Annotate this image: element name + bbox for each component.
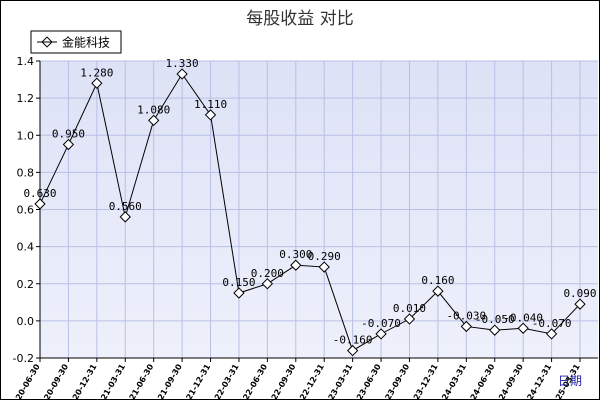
data-label: 1.330 (166, 57, 199, 70)
data-label: 0.150 (222, 276, 255, 289)
x-tick-label: 2021-06-30 (122, 362, 156, 400)
data-label: 0.630 (23, 187, 56, 200)
data-label: 1.280 (80, 66, 113, 79)
data-label: 1.110 (194, 98, 227, 111)
data-label: 0.950 (52, 128, 85, 141)
data-point (176, 68, 188, 80)
data-point (318, 261, 330, 273)
y-tick-label: 1.0 (17, 129, 35, 142)
y-tick-label: 0.8 (17, 166, 35, 179)
x-tick-label: 2024-12-31 (520, 362, 554, 400)
data-label: 0.290 (308, 250, 341, 263)
data-label: -0.070 (361, 317, 401, 330)
legend-marker-icon (41, 36, 53, 48)
data-point (346, 344, 359, 357)
data-point (375, 328, 387, 340)
data-point (204, 109, 217, 121)
x-tick-label: 2023-03-31 (321, 362, 355, 400)
data-label: 0.560 (109, 200, 142, 213)
data-label: -0.050 (475, 313, 515, 326)
x-tick-label: 2021-09-30 (150, 362, 184, 400)
data-point (489, 324, 501, 336)
data-point (460, 320, 472, 333)
data-label: -0.160 (333, 334, 373, 347)
x-tick-label: 2024-03-31 (435, 362, 469, 400)
data-point (261, 278, 274, 290)
data-point (148, 114, 160, 127)
data-label: 0.300 (279, 248, 312, 261)
data-label: 0.160 (421, 274, 454, 287)
data-point (432, 285, 444, 297)
data-label: 0.010 (393, 302, 426, 315)
x-tick-label: 2024-09-30 (492, 362, 526, 400)
data-label: -0.030 (446, 309, 486, 322)
y-tick-labels: -0.2 0.0 0.2 0.4 0.6 0.8 1.0 1.2 1.4 (13, 55, 40, 365)
y-tick-label: 1.2 (17, 92, 35, 105)
data-point (545, 328, 558, 340)
data-label: 1.080 (137, 103, 170, 116)
x-tick-label: 2023-06-30 (349, 362, 383, 400)
data-labels: 0.630 0.950 1.280 0.560 1.080 1.330 1.110 0.150… (23, 57, 596, 347)
data-point (233, 287, 245, 299)
x-tick-label: 2022-06-30 (236, 362, 270, 400)
data-point (574, 298, 586, 310)
data-point (119, 211, 131, 223)
y-tick-label: 0.4 (17, 241, 35, 254)
legend-label: 金能科技 (62, 35, 110, 50)
data-point (403, 313, 416, 325)
data-point (517, 322, 529, 334)
data-point (91, 77, 103, 89)
data-point (62, 138, 75, 151)
legend: 金能科技 (30, 30, 122, 54)
x-tick-label: 2022-09-30 (264, 362, 298, 400)
y-tick-label: 1.4 (17, 55, 35, 68)
x-tick-label: 2021-12-31 (179, 362, 213, 400)
x-tick-labels: 2020-06-302020-09-302020-12-312021-03-31… (8, 358, 582, 400)
x-tick-label: 2024-06-30 (463, 362, 497, 400)
data-label: -0.070 (532, 317, 572, 330)
data-label: 0.200 (251, 267, 284, 280)
x-tick-label: 2023-12-31 (406, 362, 440, 400)
x-tick-label: 2020-12-31 (65, 362, 99, 400)
x-tick-label: 2023-09-30 (378, 362, 412, 400)
x-tick-label: 2020-06-30 (8, 362, 42, 400)
x-tick-label: 2022-12-31 (293, 362, 327, 400)
x-tick-label: 2021-03-31 (94, 362, 128, 400)
x-axis-label: 日期 (558, 374, 582, 388)
x-tick-label: 2020-09-30 (37, 362, 71, 400)
data-points (34, 68, 586, 357)
chart-title: 每股收益 对比 (246, 9, 354, 29)
data-label: -0.040 (503, 311, 543, 324)
y-tick-label: 0.2 (17, 278, 35, 291)
y-tick-label: 0.0 (17, 315, 35, 328)
data-label: 0.090 (563, 287, 596, 300)
x-tick-label: 2022-03-31 (207, 362, 241, 400)
data-point (290, 259, 302, 271)
data-point (34, 198, 46, 210)
y-tick-label: -0.2 (13, 352, 34, 365)
y-tick-label: 0.6 (17, 204, 35, 217)
legend-box (30, 30, 122, 54)
